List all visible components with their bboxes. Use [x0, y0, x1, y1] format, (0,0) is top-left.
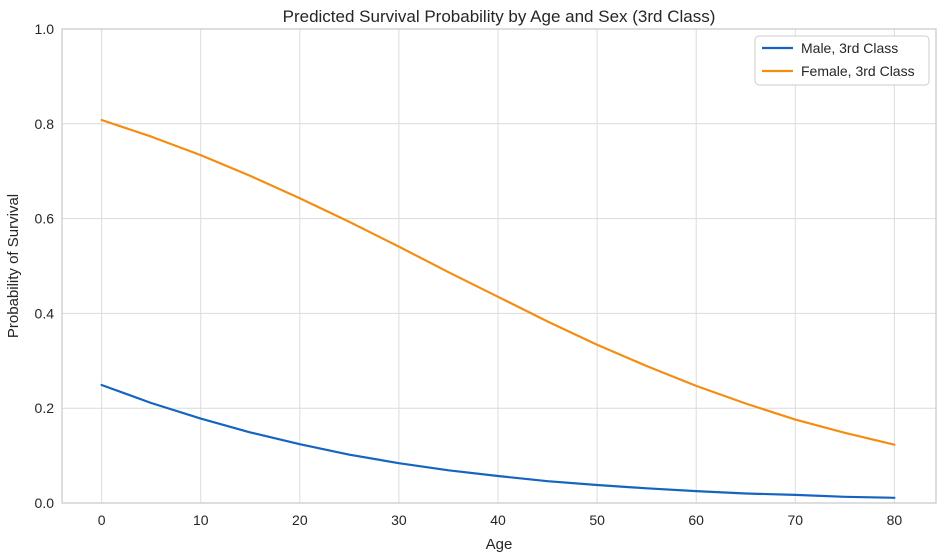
x-axis-label: Age: [486, 536, 513, 553]
legend-item-label: Male, 3rd Class: [801, 40, 898, 56]
series-line-female-3rd-class: [100, 118, 896, 446]
y-tick-label: 0.2: [35, 400, 55, 416]
chart-title: Predicted Survival Probability by Age an…: [283, 7, 716, 26]
x-tick-label: 0: [98, 512, 106, 528]
y-tick-label: 0.6: [35, 211, 55, 227]
x-tick-label: 20: [292, 512, 308, 528]
tick-layer: 0 10 20 30 40 50 60 70 80 0.0 0.2 0.4 0.6 0.8 1.0: [35, 21, 903, 528]
legend-item-label: Female, 3rd Class: [801, 63, 915, 79]
series-layer: [100, 118, 896, 499]
y-axis-label: Probability of Survival: [5, 194, 22, 338]
axes-spines: [61, 28, 937, 504]
y-tick-label: 0.0: [35, 495, 55, 511]
x-tick-label: 80: [887, 512, 903, 528]
series-line-male-3rd-class: [100, 383, 896, 499]
y-tick-label: 1.0: [35, 21, 55, 37]
legend: Male, 3rd Class Female, 3rd Class: [754, 35, 930, 86]
y-tick-label: 0.8: [35, 116, 55, 132]
x-tick-label: 30: [391, 512, 407, 528]
legend-box: [754, 35, 930, 86]
x-tick-label: 60: [688, 512, 704, 528]
x-tick-label: 70: [787, 512, 803, 528]
x-tick-label: 40: [490, 512, 506, 528]
x-tick-label: 10: [193, 512, 209, 528]
grid-layer: [61, 28, 937, 504]
x-tick-label: 50: [589, 512, 605, 528]
y-tick-label: 0.4: [35, 305, 55, 321]
